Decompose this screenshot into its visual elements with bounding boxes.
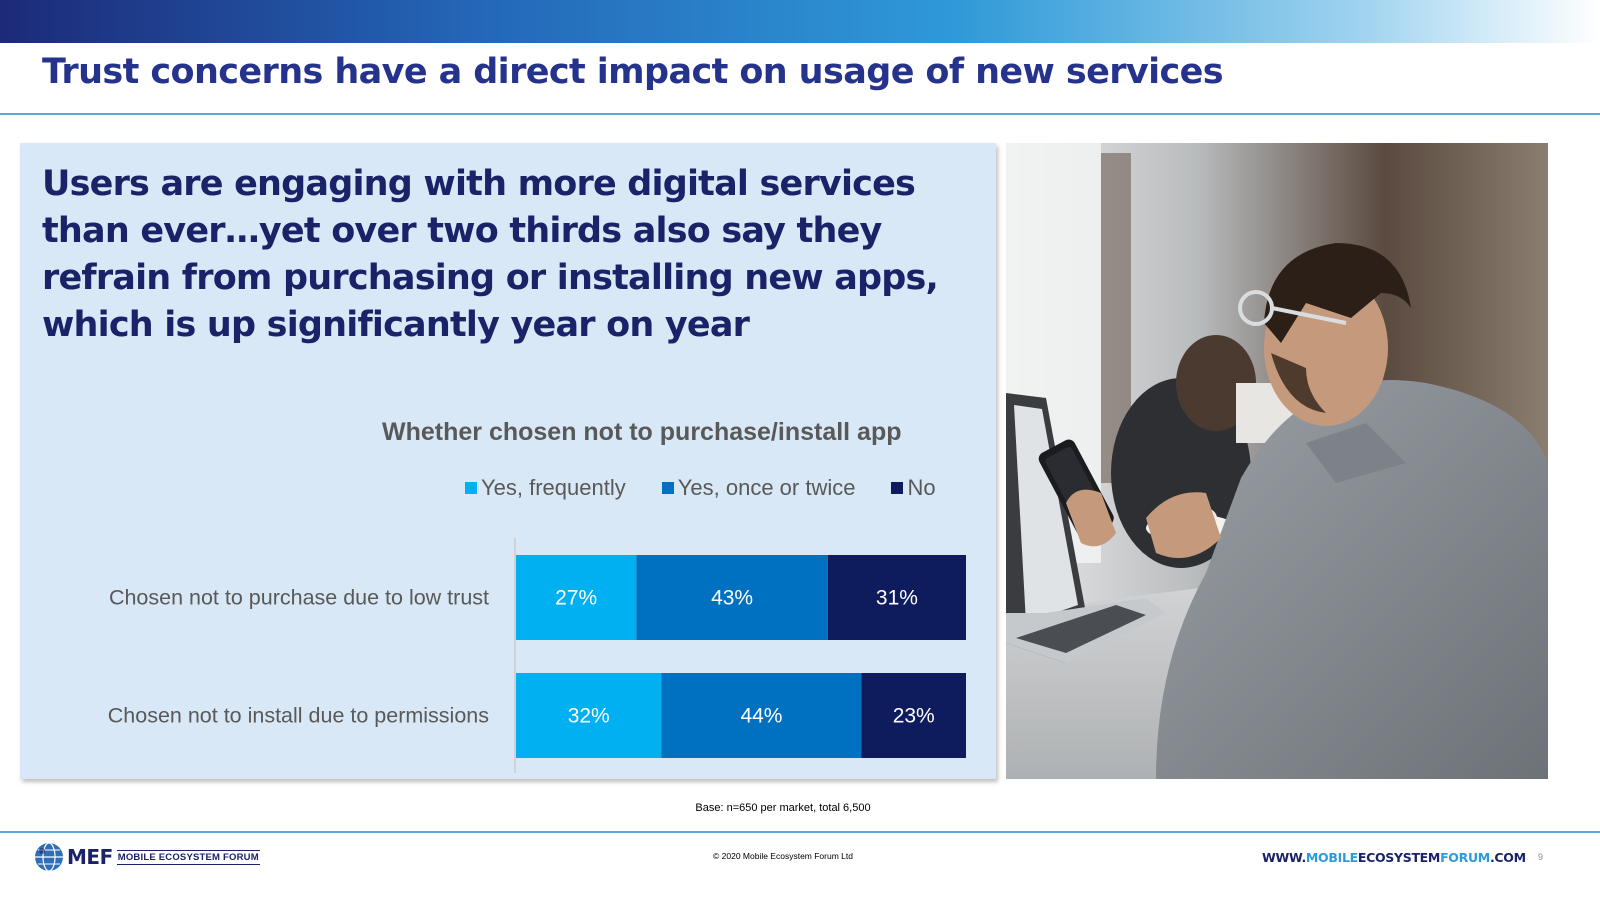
data-label: 44% [740,705,782,728]
stacked-bar-chart: Chosen not to purchase due to low trust 2… [108,538,966,773]
chart-plot-area: Chosen not to purchase due to low trust 2… [20,533,996,773]
legend-item-yes-frequently: Yes, frequently [465,475,626,501]
legend-swatch-yes-once-or-twice [661,482,674,494]
website-part-ecosystem: ECOSYSTEM [1357,850,1441,865]
website-suffix: .COM [1489,850,1526,865]
slide-title: Trust concerns have a direct impact on u… [42,52,1224,92]
data-label: 27% [555,587,597,610]
photo-man-using-phone [1006,143,1548,779]
page-number: 9 [1538,852,1544,862]
chart-title: Whether chosen not to purchase/install a… [382,418,902,446]
headline: Users are engaging with more digital ser… [42,164,939,345]
bar-segment [516,673,662,758]
copyright-notice: © 2020 Mobile Ecosystem Forum Ltd [713,851,853,861]
website-prefix: WWW. [1262,850,1306,865]
bar-segment [636,555,828,640]
mef-logo: MEF MOBILE ECOSYSTEM FORUM [33,841,260,873]
category-label: Chosen not to install due to permissions [108,704,489,728]
chart-legend: Yes, frequently Yes, once or twice No [465,475,936,501]
website-part-forum: FORUM [1440,850,1490,865]
legend-label-yes-frequently: Yes, frequently [481,475,626,500]
logo-text: MEF [67,845,113,869]
footer-divider [0,831,1600,833]
legend-swatch-yes-frequently [465,482,477,494]
chart-panel: Users are engaging with more digital ser… [20,143,996,779]
base-note: Base: n=650 per market, total 6,500 [695,802,871,814]
legend-item-yes-once-or-twice: Yes, once or twice [661,475,856,501]
photo-illustration [1006,143,1548,779]
legend-label-no: No [907,475,936,500]
website-part-mobile: MOBILE [1305,850,1358,865]
bar-segment [516,555,637,640]
bar-segment [861,673,966,758]
globe-icon [35,842,63,872]
data-label: 32% [568,705,610,728]
logo-subtext: MOBILE ECOSYSTEM FORUM [116,849,260,865]
legend-label-yes-once-or-twice: Yes, once or twice [677,475,856,500]
bar-segment [661,673,862,758]
legend-swatch-no [891,482,904,494]
bar-segment [827,555,966,640]
header-gradient-bar [0,0,1600,43]
legend-item-no: No [891,475,936,501]
title-divider [0,113,1600,115]
data-label: 31% [876,587,918,610]
data-label: 23% [893,705,935,728]
data-label: 43% [711,587,753,610]
website-link[interactable]: WWW.MOBILEECOSYSTEMFORUM.COM [1262,850,1526,865]
category-label: Chosen not to purchase due to low trust [109,586,489,610]
